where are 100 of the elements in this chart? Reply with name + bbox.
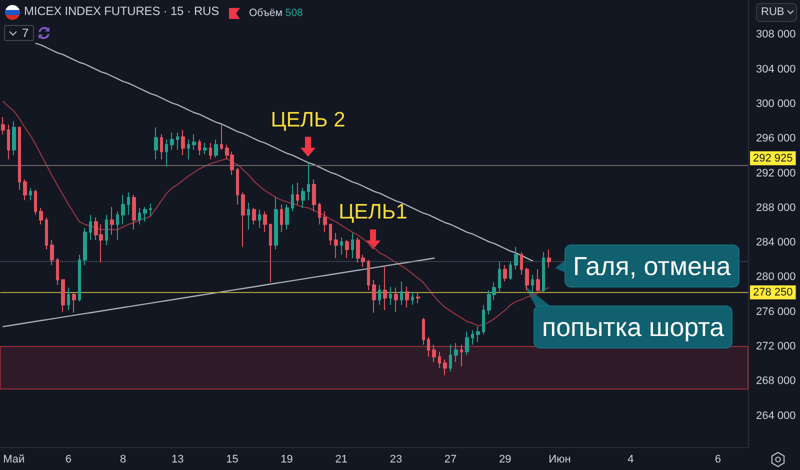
candlestick <box>411 291 414 306</box>
candlestick <box>372 279 376 314</box>
y-tick-label: 300 000 <box>756 98 796 110</box>
candlestick <box>274 196 278 250</box>
candlestick <box>465 331 469 356</box>
candlestick <box>34 189 37 216</box>
candlestick <box>23 178 27 201</box>
x-tick-label: 13 <box>172 454 184 466</box>
candlestick <box>258 209 261 228</box>
candlestick <box>509 261 512 280</box>
candlestick <box>280 204 283 233</box>
candlestick <box>525 267 529 291</box>
candlestick <box>220 124 223 150</box>
y-tick-label: 292 000 <box>756 167 796 180</box>
candlestick <box>187 138 190 160</box>
y-tick-label: 276 000 <box>756 306 796 318</box>
candlestick <box>181 129 185 156</box>
candlestick <box>301 187 305 208</box>
candlestick <box>18 126 21 190</box>
candlestick <box>192 134 196 150</box>
candlestick <box>203 142 207 155</box>
candlestick <box>476 326 480 343</box>
candlestick <box>438 351 441 369</box>
candlestick <box>329 224 332 246</box>
x-tick-label: 21 <box>335 454 348 466</box>
candlestick <box>252 207 256 225</box>
annotation: 7 <box>4 25 34 41</box>
ref-line-label: 278 250 <box>753 286 793 298</box>
y-axis-title: RUB <box>761 6 784 19</box>
candlestick <box>72 292 76 314</box>
candlestick <box>160 134 163 160</box>
candlestick <box>138 207 141 225</box>
candlestick <box>29 187 32 201</box>
candlestick <box>7 124 10 160</box>
candlestick <box>547 248 551 268</box>
candlestick <box>460 344 463 367</box>
candlestick <box>241 192 245 248</box>
candlestick <box>422 317 425 346</box>
candlestick <box>323 210 327 233</box>
x-tick-label: Май <box>3 454 25 466</box>
candlestick <box>143 206 147 222</box>
x-tick-label: 27 <box>444 454 457 466</box>
candlestick <box>383 266 387 311</box>
x-tick-label: Июн <box>548 454 571 466</box>
candlestick <box>176 132 179 150</box>
candlestick <box>127 192 130 216</box>
annotation: Галя, отмена <box>573 251 731 281</box>
candlestick <box>209 142 212 160</box>
x-tick-label: 23 <box>390 454 402 466</box>
candlestick <box>416 292 420 304</box>
annotation: попытка шорта <box>542 312 724 342</box>
x-tick-label: 6 <box>65 454 72 466</box>
y-tick-label: 308 000 <box>756 28 796 41</box>
candlestick <box>56 258 59 286</box>
y-tick-label: 272 000 <box>756 340 796 353</box>
y-tick-label: 284 000 <box>756 236 796 249</box>
candlestick <box>67 287 70 311</box>
candlestick <box>198 138 201 156</box>
candlestick <box>285 204 289 230</box>
annotation: ЦЕЛЬ 2 <box>270 108 346 132</box>
candlestick <box>400 281 403 306</box>
candlestick <box>542 252 545 292</box>
candlestick <box>432 344 436 363</box>
candlestick <box>378 284 381 306</box>
chart-title: MICEX INDEX FUTURES · 15 · RUS <box>24 4 220 19</box>
x-tick-label: 29 <box>499 454 512 466</box>
candlestick <box>1 116 5 135</box>
candlestick <box>165 138 168 167</box>
line-series <box>2 258 435 328</box>
candlestick <box>454 342 458 363</box>
candlestick <box>110 206 114 236</box>
x-tick-label: 19 <box>280 454 293 466</box>
candlestick <box>78 254 81 302</box>
candlestick <box>307 162 310 201</box>
y-tick-label: 296 000 <box>756 132 796 145</box>
candlestick <box>50 239 54 266</box>
candlestick <box>531 274 534 292</box>
candlestick <box>498 261 501 294</box>
x-tick-label: 6 <box>714 454 722 466</box>
candlestick <box>334 232 338 259</box>
x-tick-label: 4 <box>628 454 634 466</box>
candlestick <box>116 210 119 240</box>
candlestick <box>45 216 48 250</box>
candlestick <box>449 344 452 372</box>
y-tick-label: 288 000 <box>756 202 796 214</box>
candlestick <box>247 202 250 230</box>
candlestick <box>296 182 299 205</box>
x-tick-label: 15 <box>226 454 238 466</box>
candlestick <box>427 336 430 358</box>
y-tick-label: 264 000 <box>756 410 796 422</box>
annotation: Объём 508 <box>249 7 303 19</box>
candlestick <box>471 330 474 346</box>
candlestick <box>214 138 218 158</box>
y-tick-label: 280 000 <box>756 271 796 284</box>
line-series <box>35 42 534 262</box>
candlestick <box>318 202 321 225</box>
candlestick <box>154 126 158 160</box>
y-tick-label: 268 000 <box>756 375 796 388</box>
annotation: ЦЕЛЬ1 <box>338 200 408 224</box>
candlestick <box>351 232 354 259</box>
